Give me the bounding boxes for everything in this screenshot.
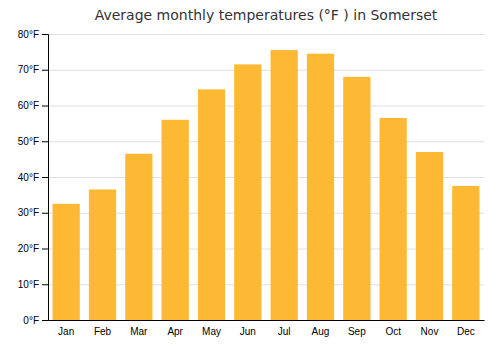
y-tick: 10°F <box>18 279 48 290</box>
y-tick: 70°F <box>18 64 48 75</box>
y-tick: 20°F <box>18 243 48 254</box>
x-tick: Dec <box>457 326 475 337</box>
x-tick-label: Apr <box>167 326 183 337</box>
bar <box>53 204 80 320</box>
x-tick-label: Jun <box>240 326 256 337</box>
bar <box>452 186 479 320</box>
grid-tick <box>48 141 484 142</box>
y-tick-mark <box>42 177 48 178</box>
grid-tick <box>48 106 484 107</box>
x-tick-label: Dec <box>457 326 475 337</box>
grid-line <box>48 141 484 142</box>
x-tick: Aug <box>312 326 330 337</box>
x-tick: Sep <box>348 326 366 337</box>
y-tick-label: 40°F <box>18 172 39 183</box>
x-tick-label: Aug <box>312 326 330 337</box>
x-tick: Jun <box>240 326 256 337</box>
y-axis: 0°F 10°F 20°F 30°F 40°F 50°F 60°F 70°F 80°F <box>18 29 49 326</box>
y-tick-label: 0°F <box>23 315 39 326</box>
grid-tick <box>48 34 484 35</box>
bar <box>271 50 298 320</box>
grid-line <box>48 34 484 35</box>
bar <box>162 120 189 320</box>
x-axis: Jan Feb Mar Apr May Jun Jul Aug Sep Oct Nov Dec <box>49 321 485 338</box>
y-tick: 50°F <box>18 136 48 147</box>
y-tick-mark <box>42 284 48 285</box>
y-tick-mark <box>42 320 48 321</box>
x-tick-label: Jul <box>278 326 291 337</box>
grid-line <box>48 320 484 321</box>
x-tick-label: Sep <box>348 326 366 337</box>
y-tick-label: 50°F <box>18 136 39 147</box>
y-tick: 80°F <box>18 29 48 40</box>
y-tick-label: 30°F <box>18 207 39 218</box>
bar <box>307 54 334 320</box>
y-tick: 30°F <box>18 207 48 218</box>
grid <box>48 35 484 321</box>
y-tick-mark <box>42 70 48 71</box>
y-tick-mark <box>42 106 48 107</box>
grid-line <box>48 106 484 107</box>
x-tick-label: Feb <box>94 326 112 337</box>
axis-domain <box>49 320 485 321</box>
bar <box>198 89 225 320</box>
x-tick-label: Jan <box>58 326 74 337</box>
grid-tick <box>48 70 484 71</box>
x-tick: May <box>202 326 221 337</box>
x-tick-label: Nov <box>421 326 439 337</box>
grid-line <box>48 70 484 71</box>
x-tick-label: Oct <box>385 326 401 337</box>
x-tick-label: Mar <box>130 326 148 337</box>
y-tick-mark <box>42 213 48 214</box>
y-tick: 0°F <box>23 315 48 326</box>
y-tick-label: 60°F <box>18 100 39 111</box>
chart: Jan Feb Mar Apr May Jun Jul Aug Sep Oct Nov Dec 0°F 1… <box>0 0 500 350</box>
bars <box>53 50 480 320</box>
x-tick: Jul <box>278 326 291 337</box>
plot: Jan Feb Mar Apr May Jun Jul Aug Sep Oct Nov Dec 0°F 1… <box>18 29 485 337</box>
bar <box>416 152 443 320</box>
x-tick: Nov <box>421 326 439 337</box>
bar <box>89 190 116 320</box>
x-tick: Feb <box>94 326 112 337</box>
bar <box>343 77 370 320</box>
y-tick-label: 10°F <box>18 279 39 290</box>
y-tick-label: 20°F <box>18 243 39 254</box>
x-tick: Apr <box>167 326 183 337</box>
y-tick: 40°F <box>18 172 48 183</box>
bar <box>125 154 152 320</box>
bar <box>380 118 407 320</box>
title: Average monthly temperatures (°F ) in So… <box>95 7 438 23</box>
y-tick-label: 80°F <box>18 29 39 40</box>
x-tick: Oct <box>385 326 401 337</box>
bar <box>234 64 261 320</box>
x-tick: Jan <box>58 326 74 337</box>
grid-tick <box>48 320 484 321</box>
axis-domain <box>42 35 49 321</box>
y-tick-mark <box>42 141 48 142</box>
x-tick: Mar <box>130 326 148 337</box>
y-tick-label: 70°F <box>18 64 39 75</box>
x-tick-label: May <box>202 326 221 337</box>
y-tick-mark <box>42 34 48 35</box>
y-tick-mark <box>42 249 48 250</box>
y-tick: 60°F <box>18 100 48 111</box>
